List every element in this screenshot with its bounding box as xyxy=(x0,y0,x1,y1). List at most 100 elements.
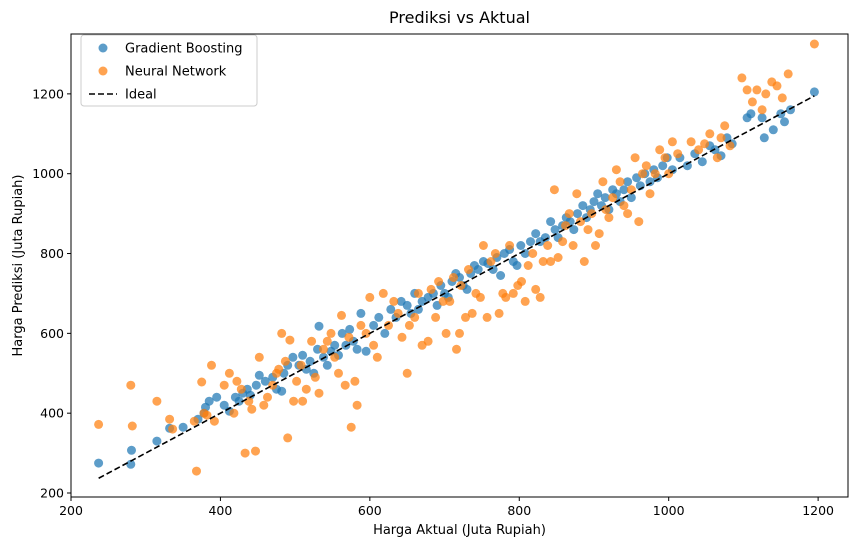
neural-network-point xyxy=(543,241,553,250)
neural-network-point xyxy=(752,85,762,95)
gradient-boosting-point xyxy=(127,445,136,455)
neural-network-point xyxy=(475,292,485,302)
neural-network-point xyxy=(598,177,608,187)
neural-network-point xyxy=(344,332,354,342)
neural-network-point xyxy=(441,328,451,338)
neural-network-point xyxy=(236,384,246,394)
gradient-boosting-point xyxy=(260,376,270,386)
neural-network-point xyxy=(594,229,604,239)
neural-network-point xyxy=(268,380,278,390)
neural-network-point xyxy=(528,249,538,258)
neural-network-point xyxy=(720,121,730,131)
gradient-boosting-point xyxy=(531,229,541,239)
chart-title: Prediksi vs Aktual xyxy=(389,8,530,27)
neural-network-point xyxy=(587,209,597,219)
neural-network-point xyxy=(263,392,272,402)
neural-network-point xyxy=(623,209,633,219)
neural-network-point xyxy=(611,165,621,175)
gradient-boosting-point xyxy=(697,157,707,167)
gradient-boosting-point xyxy=(573,209,582,219)
gradient-boosting-point xyxy=(488,265,498,274)
x-axis-ticks: 200 400 600 800 1000 1200 xyxy=(59,497,834,518)
neural-network-point xyxy=(482,312,492,322)
neural-network-point xyxy=(615,177,625,187)
legend-marker xyxy=(98,66,108,76)
gradient-boosting-point xyxy=(369,320,379,330)
legend-label: Ideal xyxy=(125,88,157,103)
neural-network-point xyxy=(673,149,683,159)
neural-network-point xyxy=(461,312,470,322)
neural-network-point xyxy=(641,161,651,171)
legend-label: Gradient Boosting xyxy=(125,42,243,57)
neural-network-point xyxy=(209,416,219,426)
y-tick-label: 1200 xyxy=(32,86,64,101)
neural-network-point xyxy=(467,308,477,318)
neural-network-point xyxy=(202,410,212,420)
neural-network-point xyxy=(737,73,747,83)
neural-network-point xyxy=(152,396,162,406)
neural-network-point xyxy=(251,446,260,456)
neural-network-point xyxy=(384,320,393,330)
gradient-boosting-point xyxy=(361,346,371,356)
gradient-boosting-point xyxy=(619,185,629,195)
neural-network-point xyxy=(712,153,722,163)
neural-network-point xyxy=(274,364,284,374)
neural-network-point xyxy=(660,153,670,163)
gradient-boosting-point xyxy=(94,458,104,468)
neural-network-point xyxy=(501,292,511,302)
neural-network-point xyxy=(289,396,299,406)
gradient-boosting-point xyxy=(345,324,355,334)
gradient-boosting-point xyxy=(512,261,522,270)
neural-network-point xyxy=(667,137,677,147)
neural-network-point xyxy=(219,380,229,390)
gradient-boosting-point xyxy=(413,304,423,314)
neural-network-point xyxy=(285,335,295,345)
neural-network-point xyxy=(579,257,589,266)
neural-network-point xyxy=(94,419,104,429)
neural-network-point xyxy=(298,396,308,406)
x-tick-label: 1200 xyxy=(802,503,834,518)
gradient-boosting-point xyxy=(356,308,366,318)
neural-network-point xyxy=(365,292,375,302)
gradient-boosting-point xyxy=(809,87,819,97)
neural-network-point xyxy=(694,145,704,155)
legend-label: Neural Network xyxy=(125,65,227,80)
neural-network-point xyxy=(319,344,328,354)
neural-network-point xyxy=(229,408,239,418)
neural-network-point xyxy=(686,137,696,147)
neural-network-point xyxy=(520,296,530,306)
gradient-boosting-point xyxy=(516,241,526,250)
y-axis-ticks: 200 400 600 800 1000 1200 xyxy=(32,86,71,501)
neural-network-point xyxy=(389,296,399,306)
neural-network-point xyxy=(634,217,644,227)
gradient-boosting-point xyxy=(254,370,264,380)
neural-network-point xyxy=(322,336,332,346)
plot-marks xyxy=(94,39,819,479)
gradient-boosting-point xyxy=(658,161,668,171)
neural-network-point xyxy=(207,360,216,370)
y-tick-label: 400 xyxy=(40,406,64,421)
neural-network-point xyxy=(455,328,464,338)
gradient-boosting-point xyxy=(234,396,244,406)
neural-network-point xyxy=(423,336,433,346)
gradient-boosting-point xyxy=(314,321,324,331)
neural-network-point xyxy=(608,193,618,203)
neural-network-point xyxy=(716,133,726,143)
neural-network-point xyxy=(438,296,448,306)
gradient-boosting-point xyxy=(352,344,362,354)
neural-network-point xyxy=(809,39,819,49)
y-tick-label: 800 xyxy=(40,246,64,261)
x-tick-label: 400 xyxy=(208,503,232,518)
neural-network-point xyxy=(777,93,787,103)
neural-network-point xyxy=(350,376,360,386)
neural-network-point xyxy=(314,388,324,398)
gradient-boosting-point xyxy=(374,312,384,322)
gradient-boosting-point xyxy=(759,133,769,143)
neural-network-point xyxy=(352,400,362,410)
x-axis-label: Harga Aktual (Juta Rupiah) xyxy=(373,523,546,538)
neural-network-point xyxy=(240,448,250,458)
neural-network-point xyxy=(747,97,757,107)
neural-network-point xyxy=(583,225,593,235)
gradient-boosting-point xyxy=(402,300,412,310)
neural-network-point xyxy=(413,288,423,298)
